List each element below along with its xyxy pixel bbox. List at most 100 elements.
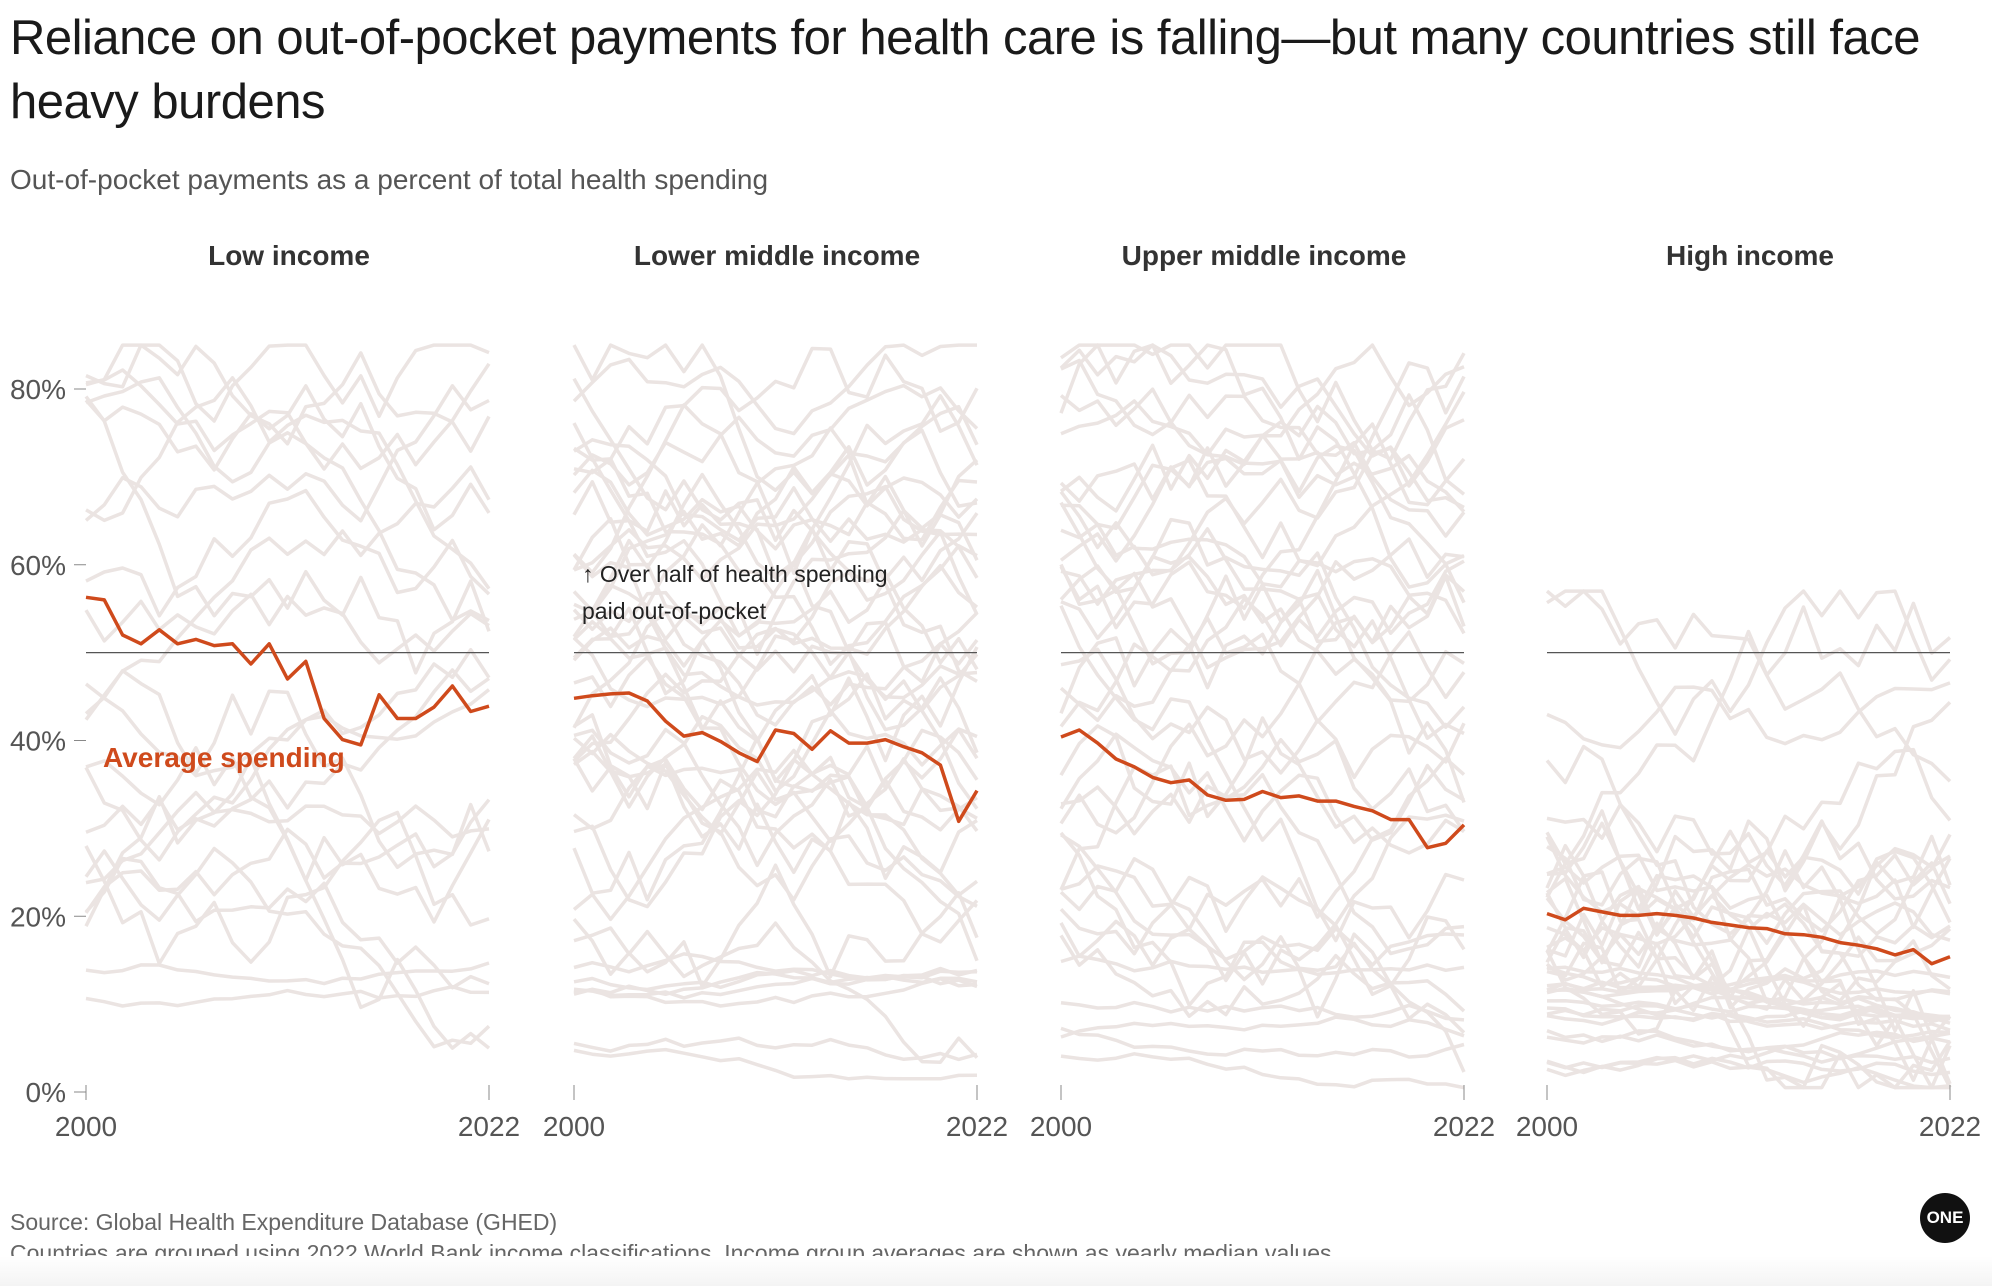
- country-line: [84, 846, 491, 1049]
- country-line: [1060, 1015, 1465, 1039]
- country-line: [84, 395, 491, 675]
- x-tick-label: 2022: [458, 1111, 520, 1142]
- one-logo: ONE: [1920, 1193, 1970, 1243]
- country-line: [84, 592, 490, 665]
- country-line: [1060, 399, 1466, 513]
- country-line: [84, 798, 491, 914]
- country-line: [1060, 833, 1465, 967]
- country-line: [84, 856, 490, 990]
- country-line: [573, 713, 978, 880]
- country-line: [1059, 391, 1466, 568]
- country-line: [573, 472, 979, 582]
- country-line: [573, 952, 978, 989]
- country-line: [573, 563, 979, 658]
- country-line: [1545, 821, 1952, 1090]
- country-line: [1545, 601, 1952, 866]
- country-line: [1059, 934, 1466, 1018]
- country-line: [1546, 965, 1951, 990]
- country-line: [573, 438, 979, 579]
- country-line: [1546, 981, 1951, 1024]
- country-line: [1546, 1029, 1951, 1065]
- country-line: [572, 748, 979, 922]
- country-line: [1060, 1052, 1465, 1090]
- y-tick-label: 80%: [10, 374, 66, 405]
- panel-title-low-income: Low income: [208, 240, 370, 271]
- annotation-over-half: paid out-of-pocket: [582, 598, 767, 624]
- footer-fade: [0, 1256, 1992, 1286]
- country-line: [1060, 418, 1465, 606]
- y-tick-label: 40%: [10, 726, 66, 757]
- country-line: [1060, 522, 1466, 645]
- panel-title-high-income: High income: [1665, 240, 1834, 271]
- country-line: [573, 655, 979, 810]
- x-tick-label: 2000: [1030, 1111, 1092, 1142]
- country-line: [1059, 716, 1465, 842]
- country-line: [1059, 517, 1466, 729]
- y-tick-label: 20%: [10, 901, 66, 932]
- country-line: [85, 668, 491, 834]
- average-spending-label: Average spending: [103, 742, 345, 773]
- y-tick-label: 0%: [26, 1077, 66, 1108]
- country-line: [1060, 647, 1466, 780]
- country-line: [1546, 589, 1952, 736]
- country-line: [1060, 1000, 1465, 1022]
- x-tick-label: 2022: [1919, 1111, 1981, 1142]
- country-line: [1059, 422, 1466, 630]
- average-line-0: [85, 595, 490, 747]
- country-line: [1546, 846, 1951, 953]
- country-line: [572, 343, 977, 436]
- country-line: [84, 668, 491, 870]
- country-line: [1546, 1003, 1951, 1040]
- country-line: [1059, 352, 1466, 513]
- x-tick-label: 2022: [1433, 1111, 1495, 1142]
- country-line: [84, 810, 490, 966]
- country-line: [1060, 554, 1465, 704]
- country-line: [1059, 737, 1466, 891]
- country-line: [572, 637, 979, 707]
- panel-title-upper-middle-income: Upper middle income: [1121, 240, 1407, 271]
- annotation-over-half: ↑ Over half of health spending: [582, 561, 888, 587]
- country-line: [573, 346, 979, 475]
- country-line: [1546, 999, 1951, 1022]
- x-tick-label: 2000: [55, 1111, 117, 1142]
- country-line: [572, 383, 979, 487]
- country-line: [1546, 681, 1951, 750]
- source-note: Source: Global Health Expenditure Databa…: [10, 1209, 558, 1235]
- country-line: [84, 384, 491, 532]
- country-line: [1059, 831, 1466, 1073]
- chart-title: Reliance on out-of-pocket payments for h…: [10, 11, 1921, 129]
- country-line: [84, 465, 491, 721]
- country-line: [572, 377, 979, 616]
- country-line: [1060, 954, 1465, 977]
- panel-title-lower-middle-income: Lower middle income: [633, 240, 921, 271]
- chart-subtitle: Out-of-pocket payments as a percent of t…: [10, 164, 769, 195]
- country-line: [572, 458, 979, 656]
- country-line: [1060, 444, 1465, 566]
- country-line: [1059, 604, 1466, 997]
- country-line: [1059, 857, 1466, 1034]
- country-line: [572, 644, 978, 763]
- country-line: [1546, 976, 1951, 996]
- country-line: [572, 757, 979, 944]
- country-line: [1060, 343, 1466, 496]
- country-line: [573, 446, 978, 666]
- country-line: [85, 343, 491, 453]
- y-tick-label: 60%: [10, 550, 66, 581]
- country-line: [1545, 589, 1952, 783]
- country-line: [572, 863, 979, 989]
- country-line: [572, 468, 978, 551]
- country-line: [573, 974, 978, 1000]
- country-line: [1546, 965, 1951, 1025]
- country-line: [1059, 732, 1465, 855]
- country-line: [85, 343, 490, 423]
- country-line: [573, 646, 979, 909]
- country-line: [84, 384, 490, 523]
- country-line: [85, 376, 490, 623]
- country-line: [573, 1036, 978, 1062]
- country-line: [1060, 772, 1465, 956]
- x-tick-label: 2000: [543, 1111, 605, 1142]
- country-line: [1059, 490, 1466, 635]
- country-line: [1059, 872, 1465, 956]
- country-line: [1546, 849, 1952, 989]
- country-line: [85, 961, 490, 986]
